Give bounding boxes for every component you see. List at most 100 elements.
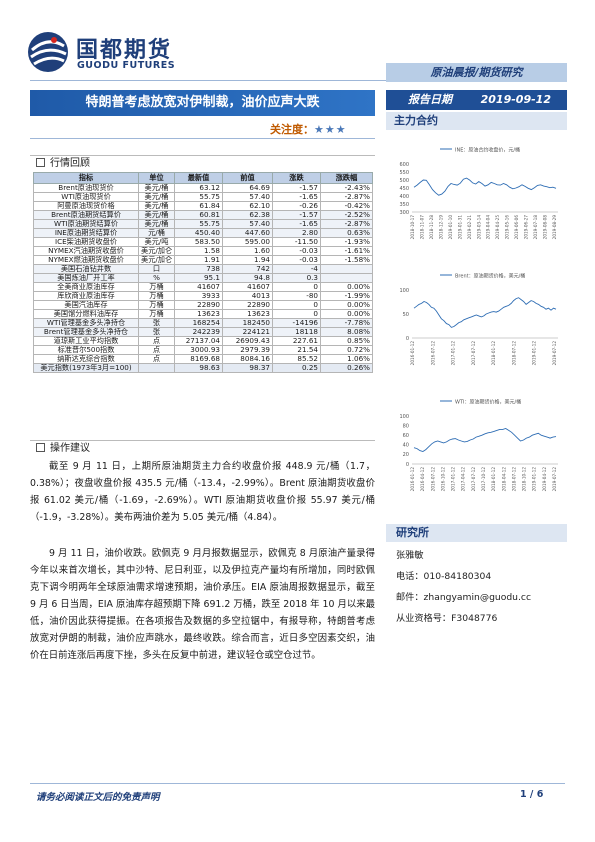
star-rating-icon: ★★★ [314, 123, 347, 136]
attention-label: 关注度： [270, 123, 314, 136]
table-cell: 8169.68 [174, 354, 223, 364]
table-cell: 库欣商业原油库存 [33, 291, 139, 301]
table-cell: 美元/桶 [138, 210, 175, 220]
table-cell: 0.63% [320, 228, 373, 238]
chart-brent-crude: Brent：原油期货价格，美元/桶 0 50 100 2016-01-12 2016-07… [388, 262, 565, 380]
x-tick-label: 2019-04-04 [486, 215, 491, 240]
table-cell: 447.60 [222, 228, 273, 238]
table-cell: 41607 [174, 282, 223, 292]
x-tick-label: 2018-11-28 [429, 215, 434, 240]
chart-ine-crude: INE：原油合约收盘价，元/桶 300 350 400 450 500 550 600 2018… [388, 136, 565, 254]
table-cell: 85.52 [272, 354, 321, 364]
table-cell: 57.40 [222, 219, 273, 229]
table-row: Brent管理基金多头净持仓张 242239 224121 18118 8.08% [33, 327, 373, 337]
table-cell: 口 [138, 264, 175, 274]
x-tick-label: 2019-03-14 [476, 215, 481, 240]
report-type-label: 原油晨报/期货研究 [386, 63, 567, 82]
x-tick-label: 2019-06-27 [524, 215, 529, 240]
x-tick-label: 2019-07-18 [533, 215, 538, 240]
table-cell: 63.12 [174, 183, 223, 193]
table-cell: -1.65 [272, 219, 321, 229]
table-cell: 21.54 [272, 345, 321, 355]
table-cell: -1.99% [320, 291, 373, 301]
series-line [413, 177, 557, 196]
y-tick-label: 550 [399, 170, 409, 176]
table-cell: 22890 [222, 300, 273, 310]
x-tick-label: 2018-10-12 [522, 467, 527, 492]
market-data-table: 指标 单位 最新值 前值 涨跌 涨跌幅 Brent原油现货价 美元/桶 63.12 64.69-… [33, 172, 373, 373]
table-row: 阿曼原油现货价格 美元/桶 61.84 62.10 -0.26 -0.42% [33, 201, 373, 211]
checkbox-square-icon [36, 443, 45, 452]
table-cell: -0.03 [272, 255, 321, 265]
table-cell: 万桶 [138, 309, 175, 319]
brent-crude-line-chart: Brent：原油期货价格，美元/桶 0 50 100 2016-01-12 2016-07… [399, 273, 558, 366]
table-cell: 点 [138, 354, 175, 364]
table-cell: 万桶 [138, 300, 175, 310]
table-cell: NYMEX汽油期货收盘价 [33, 246, 139, 256]
x-tick-label: 2017-07-12 [471, 341, 476, 366]
table-cell: 8.08% [320, 327, 373, 337]
table-cell: -0.26 [272, 201, 321, 211]
attention-rating: 关注度：★★★ [270, 121, 347, 137]
x-tick-label: 2017-01-12 [451, 341, 456, 366]
x-tick-label: 2017-01-12 [451, 467, 456, 492]
table-cell: 3933 [174, 291, 223, 301]
table-row: 美国炼油厂开工率% 95.1 94.8 0.3 [33, 273, 373, 283]
x-tick-label: 2016-01-12 [410, 341, 415, 366]
table-cell: 64.69 [222, 183, 273, 193]
table-cell: 美国炼油厂开工率 [33, 273, 139, 283]
table-cell: 阿曼原油现货价格 [33, 201, 139, 211]
company-name-en: GUODU FUTURES [77, 60, 176, 71]
table-cell: 0.00% [320, 300, 373, 310]
table-cell: 点 [138, 345, 175, 355]
table-cell: 美元/桶 [138, 192, 175, 202]
table-cell: 182450 [222, 318, 273, 328]
x-tick-label: 2019-02-21 [467, 215, 472, 240]
y-tick-label: 50 [403, 312, 409, 318]
x-tick-label: 2016-01-12 [410, 467, 415, 492]
table-cell: 227.61 [272, 336, 321, 346]
table-cell: 94.8 [222, 273, 273, 283]
table-cell: 美元/吨 [138, 237, 175, 247]
table-header-cell: 最新值 [174, 172, 223, 184]
table-row: 美国馏分燃料油库存 万桶 13623 13623 0 0.00% [33, 309, 373, 319]
table-cell: 0.00% [320, 282, 373, 292]
table-cell: 27137.04 [174, 336, 223, 346]
x-tick-label: 2019-04-12 [542, 467, 547, 492]
table-cell: 美元指数(1973年3月=100) [33, 363, 139, 373]
x-tick-label: 2018-01-12 [491, 467, 496, 492]
table-cell: WTI管理基金多头净持仓 [33, 318, 139, 328]
table-cell: 583.50 [174, 237, 223, 247]
table-row: 全美商业原油库存 万桶 41607 41607 0 0.00% [33, 282, 373, 292]
report-title: 特朗普考虑放宽对伊制裁，油价应声大跌 [30, 90, 375, 116]
table-cell: 55.75 [174, 192, 223, 202]
table-cell: 元/桶 [138, 228, 175, 238]
table-cell: INE原油期货结算价 [33, 228, 139, 238]
table-cell: 0 [272, 300, 321, 310]
table-header-row: 指标 单位 最新值 前值 涨跌 涨跌幅 [33, 172, 373, 184]
table-cell: 0 [272, 282, 321, 292]
report-date-label: 报告日期 [408, 93, 452, 106]
table-row: ICE柴油期货收盘价 美元/吨 583.50 595.00 -11.50 -1.93% [33, 237, 373, 247]
table-cell: 55.75 [174, 219, 223, 229]
table-cell: Brent原油现货价 [33, 183, 139, 193]
table-cell: ICE柴油期货收盘价 [33, 237, 139, 247]
table-cell: 美国馏分燃料油库存 [33, 309, 139, 319]
table-cell [320, 273, 373, 283]
table-header-cell: 涨跌幅 [320, 172, 373, 184]
table-row: INE原油期货结算价 元/桶 450.40 447.60 2.80 0.63% [33, 228, 373, 238]
x-tick-label: 2017-07-12 [471, 467, 476, 492]
table-cell: -2.87% [320, 219, 373, 229]
page-number: 1 / 6 [520, 789, 544, 800]
y-tick-label: 500 [399, 178, 409, 184]
table-cell: 450.40 [174, 228, 223, 238]
table-row: WTI原油期货结算价 美元/桶 55.75 57.40 -1.65 -2.87% [33, 219, 373, 229]
table-cell: 98.37 [222, 363, 273, 373]
table-cell: 美元/桶 [138, 201, 175, 211]
y-tick-label: 350 [399, 202, 409, 208]
checkbox-square-icon [36, 158, 45, 167]
table-cell: 57.40 [222, 192, 273, 202]
table-cell: 3000.93 [174, 345, 223, 355]
table-cell: 224121 [222, 327, 273, 337]
table-cell: -0.03 [272, 246, 321, 256]
